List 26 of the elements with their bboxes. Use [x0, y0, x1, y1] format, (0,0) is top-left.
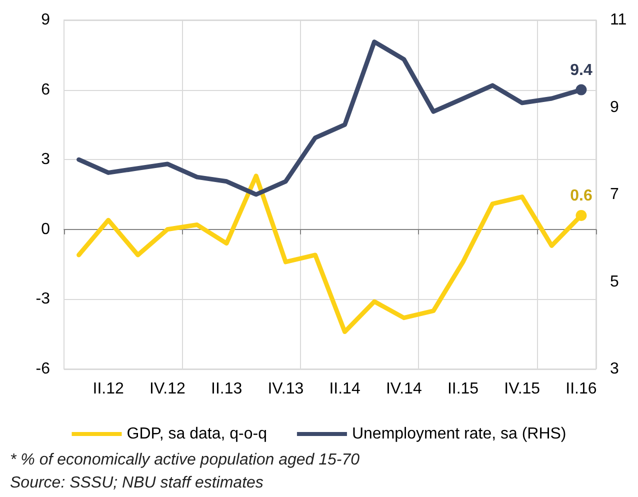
y-tick-label: -6	[36, 360, 50, 378]
x-tick-label: IV.13	[268, 380, 304, 398]
y-tick-label: 9	[41, 12, 50, 28]
legend-label: Unemployment rate, sa (RHS)	[352, 426, 566, 442]
x-tick-label: II.13	[210, 380, 242, 398]
y2-tick-label: 3	[610, 360, 619, 378]
x-tick-label: II.16	[566, 380, 597, 398]
y2-tick-label: 11	[610, 12, 627, 28]
x-tick-label: II.14	[329, 380, 360, 398]
y-tick-label: 0	[41, 220, 50, 238]
y-tick-label: 3	[41, 151, 50, 168]
x-tick-label: IV.14	[386, 380, 422, 398]
y2-tick-label: 5	[610, 273, 619, 290]
data-label: 9.4	[570, 62, 592, 79]
legend-label: GDP, sa data, q-o-q	[126, 426, 267, 442]
source-note: Source: SSSU; NBU staff estimates	[10, 474, 264, 492]
x-tick-label: IV.12	[150, 380, 186, 398]
y2-tick-label: 9	[610, 98, 619, 116]
text: * % of economically active population aged 15-70	[10, 452, 360, 468]
data-label: 0.6	[570, 187, 592, 204]
y-tick-label: -3	[36, 290, 50, 308]
x-tick-label: II.12	[92, 380, 124, 398]
x-tick-label: II.15	[447, 380, 479, 398]
x-tick-label: IV.15	[504, 380, 540, 398]
y-tick-label: 6	[41, 81, 50, 98]
y2-tick-label: 7	[610, 186, 619, 203]
